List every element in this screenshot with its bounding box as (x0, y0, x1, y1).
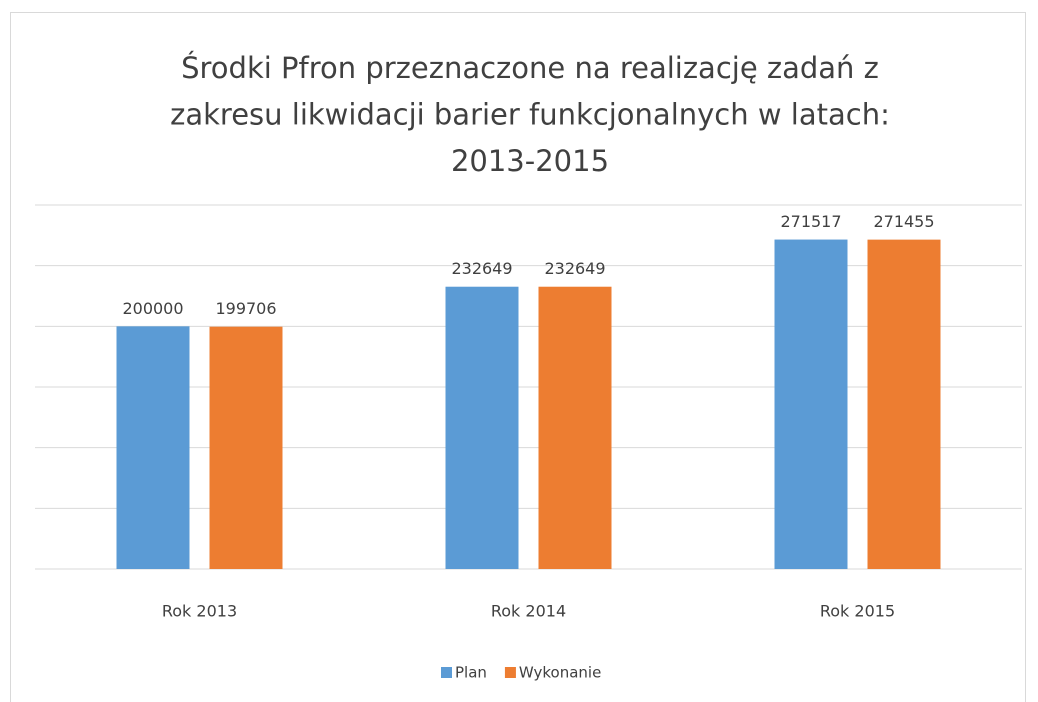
chart-title: 2013-2015 (451, 144, 609, 178)
data-label: 200000 (122, 299, 183, 318)
bar (538, 286, 612, 569)
chart-title: Środki Pfron przeznaczone na realizację … (181, 51, 879, 85)
data-label: 199706 (215, 299, 276, 318)
data-label: 232649 (451, 259, 512, 278)
legend-label: Plan (455, 664, 487, 682)
legend-swatch (441, 667, 452, 678)
bar (209, 326, 283, 569)
bar (445, 286, 519, 569)
chart-title: zakresu likwidacji barier funkcjonalnych… (170, 98, 890, 132)
x-tick-label: Rok 2015 (820, 602, 895, 621)
data-label: 232649 (544, 259, 605, 278)
data-label: 271455 (873, 212, 934, 231)
x-tick-label: Rok 2014 (491, 602, 566, 621)
bar (867, 239, 941, 570)
data-label: 271517 (780, 212, 841, 231)
x-tick-label: Rok 2013 (162, 602, 237, 621)
bar (774, 239, 848, 569)
bar (116, 326, 190, 569)
legend-label: Wykonanie (519, 664, 601, 682)
legend-swatch (504, 667, 516, 678)
